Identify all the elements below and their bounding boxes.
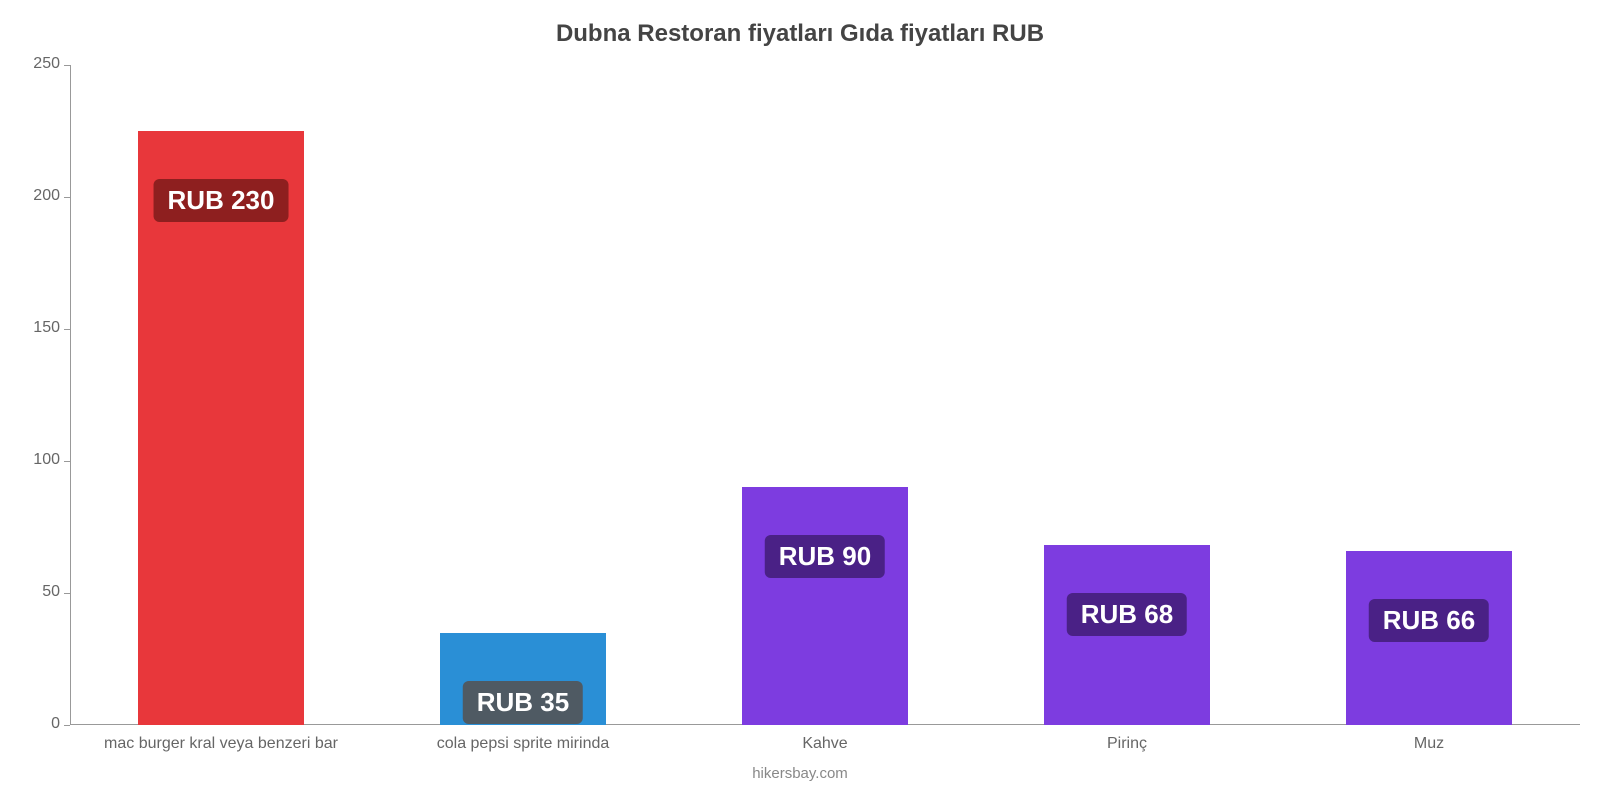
y-axis-line (70, 65, 71, 725)
x-category-label: Muz (1414, 735, 1444, 753)
bar-value-label: RUB 35 (463, 681, 583, 724)
x-category-label: mac burger kral veya benzeri bar (104, 735, 338, 753)
bar-value-label: RUB 68 (1067, 593, 1187, 636)
y-tick-mark (64, 461, 70, 462)
bar-value-label: RUB 90 (765, 535, 885, 578)
y-tick-label: 100 (10, 451, 60, 469)
chart-title: Dubna Restoran fiyatları Gıda fiyatları … (0, 20, 1600, 48)
y-tick-mark (64, 725, 70, 726)
y-tick-label: 0 (10, 715, 60, 733)
chart-container: Dubna Restoran fiyatları Gıda fiyatları … (0, 0, 1600, 800)
bar (742, 487, 908, 725)
y-tick-label: 150 (10, 319, 60, 337)
x-category-label: Kahve (802, 735, 847, 753)
plot-area: RUB 230 RUB 35 RUB 90 RUB 68 RUB 66 (70, 65, 1580, 725)
bar-value-label: RUB 230 (154, 179, 289, 222)
y-tick-mark (64, 65, 70, 66)
bar-value-label: RUB 66 (1369, 599, 1489, 642)
y-tick-label: 50 (10, 583, 60, 601)
y-tick-label: 250 (10, 55, 60, 73)
x-category-label: Pirinç (1107, 735, 1147, 753)
y-tick-mark (64, 197, 70, 198)
x-category-label: cola pepsi sprite mirinda (437, 735, 610, 753)
y-tick-label: 200 (10, 187, 60, 205)
y-tick-mark (64, 593, 70, 594)
source-label: hikersbay.com (0, 765, 1600, 782)
y-tick-mark (64, 329, 70, 330)
